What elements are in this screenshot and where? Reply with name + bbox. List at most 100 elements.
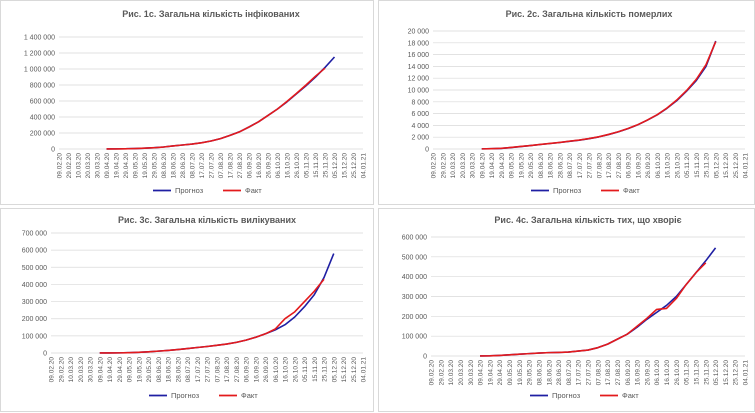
x-tick-label: 05.11.20 <box>302 357 309 382</box>
x-tick-label: 29.02.20 <box>66 153 73 179</box>
y-tick-label: 600 000 <box>30 99 55 106</box>
x-tick-label: 15.11.20 <box>694 153 701 178</box>
x-tick-label: 18.06.20 <box>171 153 178 179</box>
x-tick-label: 25.11.20 <box>322 357 329 382</box>
x-tick-label: 05.11.20 <box>684 360 691 385</box>
y-tick-label: 600 000 <box>22 248 47 255</box>
y-tick-label: 0 <box>423 354 427 361</box>
x-tick-label: 16.10.20 <box>285 153 292 179</box>
x-tick-label: 10.03.20 <box>68 357 75 383</box>
chart-panel-active: Рис. 4с. Загальна кількість тих, що хвор… <box>378 208 755 412</box>
y-tick-label: 1 400 000 <box>24 35 55 42</box>
x-tick-label: 26.09.20 <box>645 153 652 179</box>
x-tick-label: 18.06.20 <box>548 153 555 179</box>
x-tick-label: 08.07.20 <box>190 153 197 179</box>
x-tick-label: 08.06.20 <box>538 153 545 179</box>
chart-title: Рис. 1с. Загальна кількість інфікованих <box>122 9 299 19</box>
x-tick-label: 17.08.20 <box>606 153 613 179</box>
x-tick-label: 27.08.20 <box>616 153 623 179</box>
x-tick-label: 19.04.20 <box>489 153 496 179</box>
x-tick-label: 17.08.20 <box>605 360 612 386</box>
x-tick-label: 29.02.20 <box>438 360 445 386</box>
x-tick-label: 19.04.20 <box>487 360 494 386</box>
x-tick-label: 10.03.20 <box>450 153 457 179</box>
x-tick-label: 04.01.21 <box>361 153 368 179</box>
x-tick-label: 15.11.20 <box>693 360 700 385</box>
x-tick-label: 07.08.20 <box>595 360 602 386</box>
x-tick-label: 26.10.20 <box>674 153 681 179</box>
x-tick-label: 30.03.20 <box>95 153 102 179</box>
x-tick-label: 25.12.20 <box>351 357 358 383</box>
x-tick-label: 19.04.20 <box>107 357 114 383</box>
series-line-forecast <box>99 253 335 354</box>
series-line-fact <box>480 262 707 357</box>
y-tick-label: 12 000 <box>408 76 430 83</box>
y-tick-label: 400 000 <box>22 282 47 289</box>
y-tick-label: 1 200 000 <box>24 51 55 58</box>
y-tick-label: 18 000 <box>408 40 430 47</box>
y-tick-label: 200 000 <box>402 314 427 321</box>
x-tick-label: 27.07.20 <box>587 153 594 179</box>
x-tick-label: 25.11.20 <box>704 153 711 178</box>
y-tick-label: 6 000 <box>411 111 429 118</box>
x-tick-label: 30.03.20 <box>468 360 475 386</box>
series-line-fact <box>106 67 326 150</box>
legend-fact-label: Факт <box>623 186 640 195</box>
x-tick-label: 06.09.20 <box>247 153 254 179</box>
x-tick-label: 09.04.20 <box>104 153 111 179</box>
x-tick-label: 08.06.20 <box>536 360 543 386</box>
y-tick-label: 0 <box>425 147 429 154</box>
y-tick-label: 200 000 <box>30 131 55 138</box>
series-line-forecast <box>106 56 336 150</box>
x-tick-label: 04.01.21 <box>743 360 750 386</box>
y-tick-label: 16 000 <box>408 52 430 59</box>
legend-fact-label: Факт <box>622 391 639 400</box>
x-tick-label: 17.07.20 <box>576 360 583 386</box>
y-tick-label: 0 <box>43 351 47 358</box>
x-tick-label: 27.07.20 <box>209 153 216 179</box>
legend-forecast-label: Прогноз <box>171 391 200 400</box>
x-tick-label: 29.02.20 <box>58 357 65 383</box>
x-tick-label: 30.03.20 <box>88 357 95 383</box>
x-tick-label: 15.12.20 <box>723 360 730 386</box>
y-tick-label: 1 000 000 <box>24 67 55 74</box>
x-tick-label: 05.12.20 <box>332 153 339 179</box>
x-tick-label: 04.01.21 <box>743 153 750 179</box>
x-tick-label: 08.06.20 <box>156 357 163 383</box>
x-tick-label: 17.07.20 <box>195 357 202 383</box>
x-tick-label: 05.12.20 <box>713 360 720 386</box>
x-tick-label: 09.04.20 <box>97 357 104 383</box>
x-tick-label: 09.02.20 <box>431 153 438 179</box>
x-tick-label: 28.06.20 <box>175 357 182 383</box>
x-tick-label: 25.11.20 <box>703 360 710 385</box>
x-tick-label: 19.05.20 <box>517 360 524 386</box>
x-tick-label: 17.08.20 <box>224 357 231 383</box>
chart-title: Рис. 3с. Загальна кількість вилікуваних <box>118 215 296 225</box>
x-tick-label: 28.06.20 <box>557 153 564 179</box>
x-tick-label: 16.10.20 <box>664 360 671 386</box>
x-tick-label: 10.03.20 <box>76 153 83 179</box>
x-tick-label: 16.09.20 <box>635 360 642 386</box>
x-tick-label: 27.07.20 <box>205 357 212 383</box>
x-tick-label: 15.12.20 <box>342 153 349 179</box>
x-tick-label: 17.08.20 <box>228 153 235 179</box>
legend-forecast-label: Прогноз <box>552 391 581 400</box>
y-tick-label: 20 000 <box>408 29 430 36</box>
x-tick-label: 08.07.20 <box>566 360 573 386</box>
x-tick-label: 29.04.20 <box>117 357 124 383</box>
x-tick-label: 06.09.20 <box>625 360 632 386</box>
x-tick-label: 26.09.20 <box>263 357 270 383</box>
y-tick-label: 400 000 <box>402 274 427 281</box>
y-tick-label: 4 000 <box>411 123 429 130</box>
x-tick-label: 20.03.20 <box>85 153 92 179</box>
x-tick-label: 06.10.20 <box>273 357 280 383</box>
chart-panel-deaths: Рис. 2с. Загальна кількість померлих 0 2 0… <box>378 0 755 205</box>
y-tick-label: 10 000 <box>408 88 430 95</box>
x-tick-label: 19.04.20 <box>114 153 121 179</box>
x-tick-label: 04.01.21 <box>361 357 368 383</box>
x-tick-label: 09.02.20 <box>57 153 64 179</box>
x-tick-label: 09.05.20 <box>127 357 134 383</box>
x-tick-label: 17.07.20 <box>199 153 206 179</box>
y-tick-label: 800 000 <box>30 83 55 90</box>
x-tick-label: 10.03.20 <box>448 360 455 386</box>
